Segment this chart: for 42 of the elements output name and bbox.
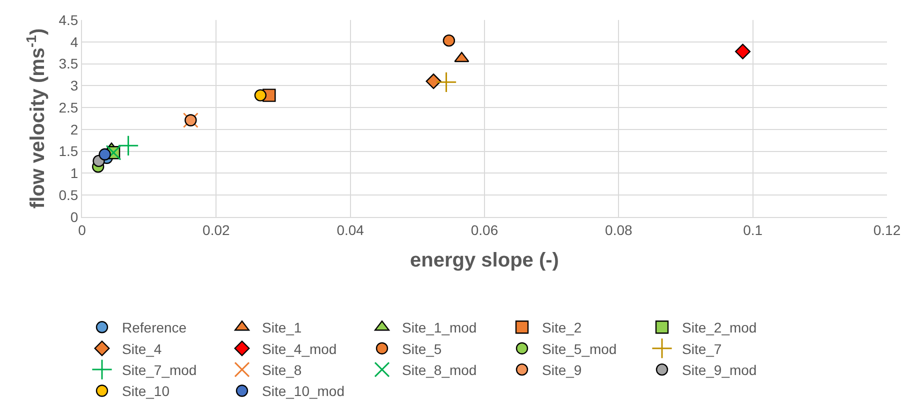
point	[442, 34, 456, 47]
point	[254, 89, 267, 102]
x-tick-label: 0.06	[470, 222, 498, 238]
point	[426, 74, 442, 90]
point	[436, 72, 457, 93]
x-tick-label: 0.08	[605, 222, 633, 238]
legend-label: Site_4_mod	[262, 340, 337, 357]
x-tick-label: 0.04	[336, 222, 364, 238]
legend-label: Site_10_mod	[262, 383, 345, 400]
legend-label: Site_10	[122, 383, 170, 400]
legend-label: Reference	[122, 320, 187, 336]
x-axis-title: energy slope (-)	[410, 249, 559, 272]
legend-label: Site_8	[262, 362, 302, 378]
point	[98, 148, 111, 160]
y-tick-label: 0	[70, 208, 78, 225]
y-tick-label: 3.5	[58, 56, 78, 72]
legend-label: Site_2_mod	[682, 320, 757, 336]
legend-label: Site_1	[262, 320, 302, 336]
x-tick-label: 0.1	[743, 222, 763, 238]
legend-label: Site_4	[122, 340, 162, 357]
legend-label: Site_7_mod	[122, 362, 197, 378]
legend-label: Site_5_mod	[542, 340, 617, 357]
legend-label: Site_7	[682, 340, 722, 357]
y-tick-label: 1	[70, 165, 78, 182]
legend-label: Site_8_mod	[402, 362, 477, 378]
legend-label: Site_9	[542, 362, 582, 378]
y-tick-label: 2	[70, 121, 78, 138]
y-tick-label: 4.5	[58, 12, 78, 28]
y-tick-label: 3	[70, 78, 78, 94]
y-tick-label: 4	[70, 34, 78, 50]
legend-label: Site_5	[402, 340, 442, 357]
y-tick-label: 2.5	[58, 99, 78, 116]
y-tick-label: 1.5	[58, 143, 78, 160]
y-tick-label: 0.5	[58, 187, 78, 204]
legend-label: Site_9_mod	[682, 362, 757, 378]
legend-label: Site_2	[542, 320, 582, 336]
point	[735, 44, 751, 60]
point	[454, 52, 470, 62]
x-tick-label: 0.12	[873, 222, 901, 238]
x-tick-label: 0.02	[202, 222, 230, 238]
legend-label: Site_1_mod	[402, 320, 477, 336]
point	[118, 135, 139, 156]
